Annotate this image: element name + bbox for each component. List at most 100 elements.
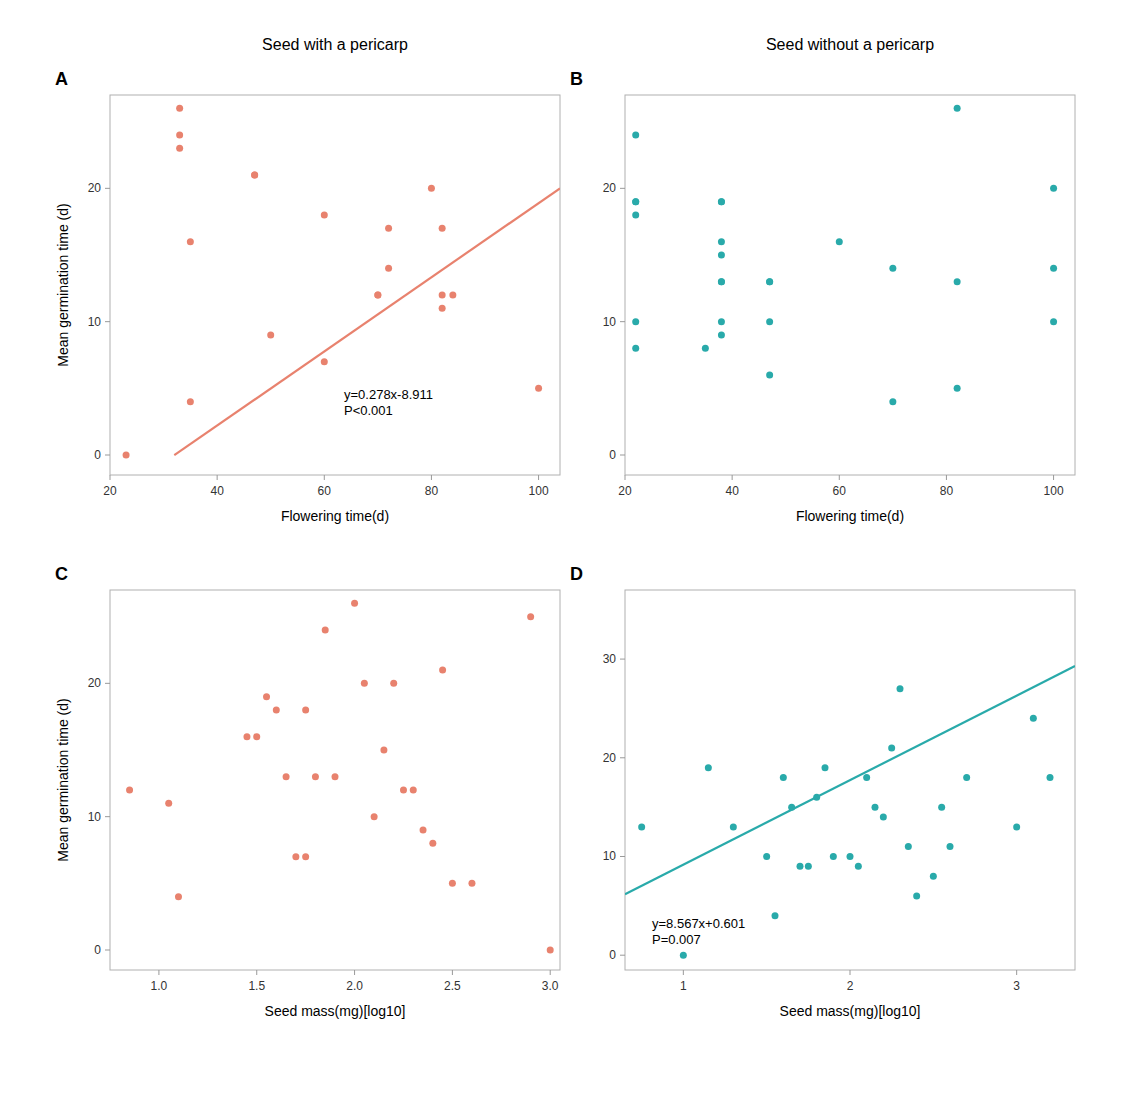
scatter-point [283, 773, 290, 780]
scatter-point [889, 265, 896, 272]
x-tick-label: 3.0 [542, 979, 559, 993]
scatter-point [638, 823, 645, 830]
scatter-point [805, 863, 812, 870]
scatter-point [126, 787, 133, 794]
scatter-point [705, 764, 712, 771]
scatter-point [449, 292, 456, 299]
scatter-point [175, 893, 182, 900]
scatter-point [273, 707, 280, 714]
data-area [126, 600, 554, 954]
scatter-point [1030, 715, 1037, 722]
scatter-point [763, 853, 770, 860]
scatter-point [632, 345, 639, 352]
panel-label: B [570, 69, 583, 89]
scatter-point [439, 225, 446, 232]
x-tick-label: 40 [210, 484, 224, 498]
scatter-point [176, 132, 183, 139]
x-tick [1053, 475, 1054, 480]
x-tick [550, 970, 551, 975]
x-tick [839, 475, 840, 480]
x-tick-label: 1.0 [151, 979, 168, 993]
y-tick [620, 955, 625, 956]
scatter-point [351, 600, 358, 607]
scatter-point [1013, 823, 1020, 830]
scatter-point [385, 265, 392, 272]
scatter-point [361, 680, 368, 687]
scatter-point [718, 332, 725, 339]
scatter-point [420, 827, 427, 834]
scatter-point [429, 840, 436, 847]
scatter-point [766, 278, 773, 285]
y-tick [620, 188, 625, 189]
scatter-point [322, 627, 329, 634]
x-tick [217, 475, 218, 480]
scatter-point [718, 198, 725, 205]
scatter-point [632, 198, 639, 205]
y-tick [620, 455, 625, 456]
y-tick [105, 950, 110, 951]
y-tick [105, 321, 110, 322]
scatter-point [332, 773, 339, 780]
x-tick [683, 970, 684, 975]
scatter-point [527, 613, 534, 620]
scatter-point [292, 853, 299, 860]
scatter-point [251, 172, 258, 179]
scatter-point [380, 747, 387, 754]
scatter-point [632, 318, 639, 325]
scatter-point [954, 278, 961, 285]
column-title: Seed with a pericarp [262, 36, 408, 53]
scatter-point [243, 733, 250, 740]
x-tick [1016, 970, 1017, 975]
x-axis-label: Seed mass(mg)[log10] [265, 1003, 406, 1019]
scatter-point [374, 292, 381, 299]
scatter-point [766, 278, 773, 285]
scatter-point [913, 892, 920, 899]
scatter-point [830, 853, 837, 860]
scatter-point [963, 774, 970, 781]
panel-label: C [55, 564, 68, 584]
x-tick [625, 475, 626, 480]
x-tick-label: 2 [847, 979, 854, 993]
regression-line [625, 666, 1075, 894]
scatter-point [1050, 265, 1057, 272]
scatter-point [718, 238, 725, 245]
scatter-point [321, 212, 328, 219]
annotation: P<0.001 [344, 403, 393, 418]
panel: 1.01.52.02.53.001020Seed mass(mg)[log10]… [55, 564, 560, 1019]
scatter-point [855, 863, 862, 870]
x-tick [354, 970, 355, 975]
y-tick-label: 20 [88, 181, 102, 195]
panel: 1230102030Seed mass(mg)[log10]Dy=8.567x+… [570, 564, 1075, 1019]
scatter-point [836, 238, 843, 245]
x-tick [452, 970, 453, 975]
y-tick [620, 856, 625, 857]
scatter-point [718, 278, 725, 285]
scatter-point [263, 693, 270, 700]
x-tick [431, 475, 432, 480]
scatter-point [718, 318, 725, 325]
data-area [123, 105, 560, 459]
scatter-point [1050, 318, 1057, 325]
scatter-point [954, 385, 961, 392]
scatter-point [947, 843, 954, 850]
scatter-point [632, 132, 639, 139]
scatter-point [468, 880, 475, 887]
scatter-point [123, 452, 130, 459]
x-tick [158, 970, 159, 975]
x-tick-label: 60 [318, 484, 332, 498]
x-tick [256, 970, 257, 975]
y-tick-label: 0 [609, 448, 616, 462]
y-tick [620, 321, 625, 322]
scatter-point [772, 912, 779, 919]
scatter-point [267, 332, 274, 339]
data-area [632, 105, 1057, 405]
scatter-point [390, 680, 397, 687]
scatter-point [439, 292, 446, 299]
y-tick-label: 20 [603, 181, 617, 195]
y-tick-label: 20 [603, 751, 617, 765]
y-tick [105, 188, 110, 189]
scatter-point [302, 853, 309, 860]
x-tick-label: 100 [529, 484, 549, 498]
x-tick [110, 475, 111, 480]
scatter-point [938, 804, 945, 811]
